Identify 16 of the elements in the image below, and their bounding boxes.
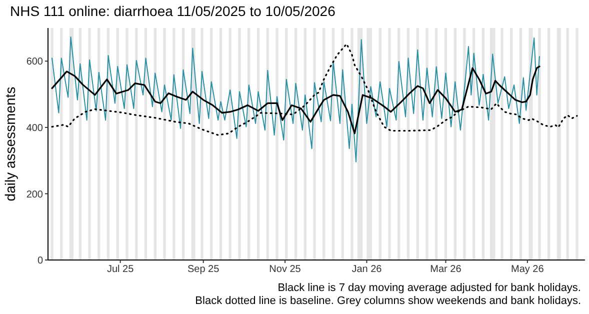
y-tick-label: 200 [26,189,44,200]
text: Black dotted line is baseline. Grey columns show weekends and bank holidays. [195,295,581,308]
y-tick-label: 0 [37,256,44,267]
line-series [52,36,540,162]
x-tick-label: Nov 25 [269,264,302,276]
y-axis-title: daily assessments [2,86,18,202]
x-tick-label: May 26 [511,264,544,276]
x-tick-label: Jul 25 [106,264,134,276]
x-tick-label: Mar 26 [430,264,462,276]
chart-title: NHS 111 online: diarrhoea 11/05/2025 to 10/05/2026 [10,3,336,19]
y-tick-label: 600 [26,56,44,68]
y-tick-label: 400 [26,122,44,134]
x-tick-label: Sep 25 [187,264,220,276]
x-tick-label: Jan 26 [352,264,382,276]
line-series [51,43,578,136]
text: Black line is 7 day moving average adjusted for bank holidays. [276,282,581,295]
